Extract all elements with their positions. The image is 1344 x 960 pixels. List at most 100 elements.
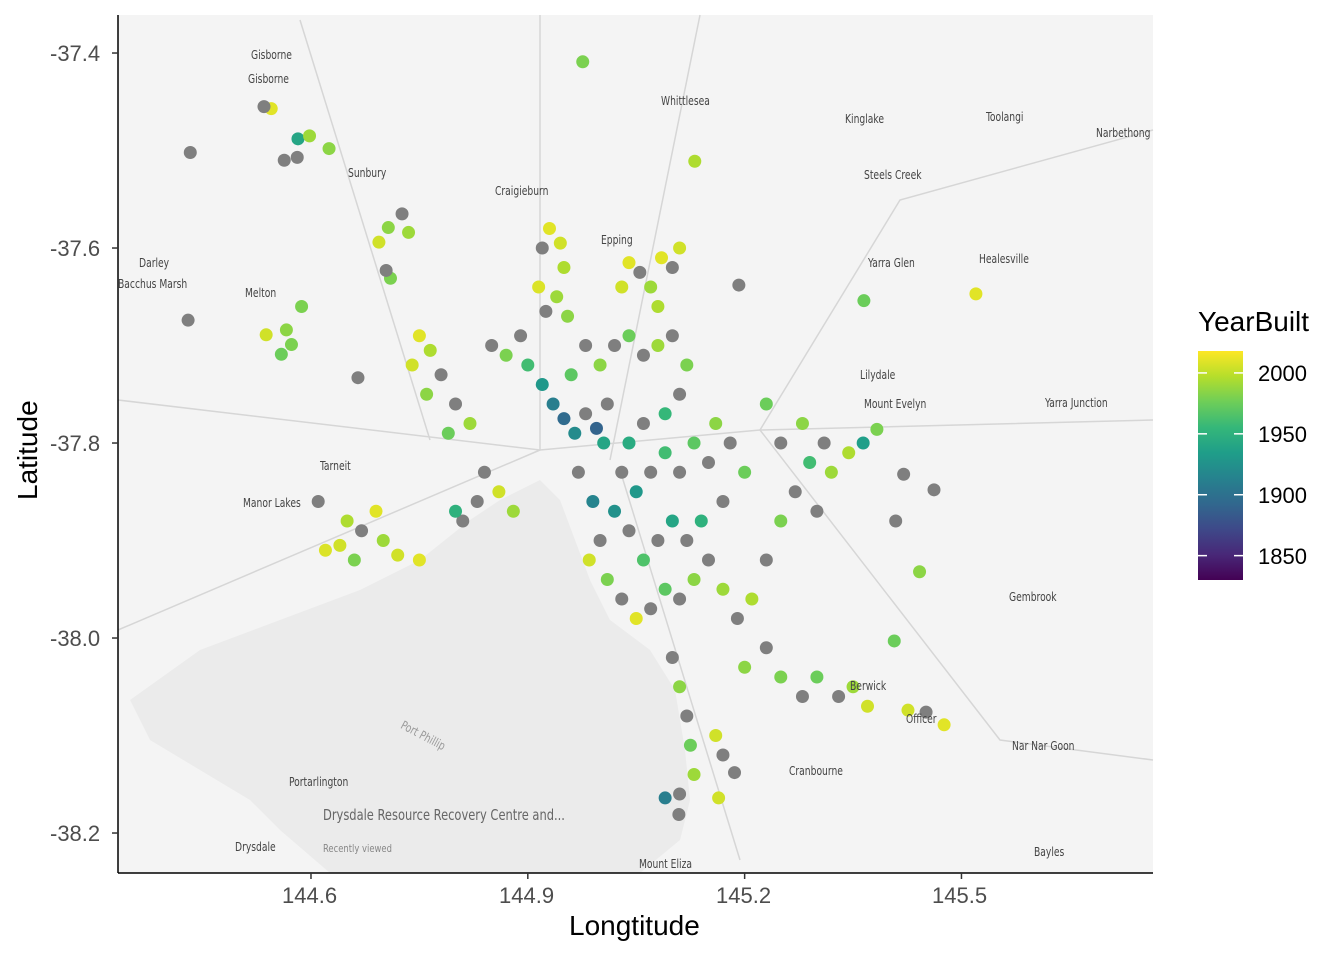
data-point xyxy=(532,280,546,294)
legend-label: 1950 xyxy=(1258,422,1307,447)
data-point xyxy=(810,670,824,684)
data-point xyxy=(688,154,702,168)
map-label: Kinglake xyxy=(845,112,884,126)
data-point xyxy=(636,553,650,567)
data-point xyxy=(423,343,437,357)
data-point xyxy=(571,465,585,479)
data-point xyxy=(347,553,361,567)
data-point xyxy=(449,504,463,518)
data-point xyxy=(514,329,528,343)
data-point xyxy=(277,153,291,167)
data-point xyxy=(622,436,636,450)
x-axis-title: Longtitude xyxy=(569,910,700,941)
data-point xyxy=(644,280,658,294)
data-point xyxy=(492,485,506,499)
map-label: Craigieburn xyxy=(495,184,549,198)
data-point xyxy=(651,339,665,353)
data-point xyxy=(600,573,614,587)
data-point xyxy=(745,592,759,606)
data-point xyxy=(521,358,535,372)
data-point xyxy=(919,705,933,719)
data-point xyxy=(597,436,611,450)
data-point xyxy=(622,524,636,538)
data-point xyxy=(284,338,298,352)
map-poi-sublabel: Recently viewed xyxy=(323,842,392,855)
map-label: Berwick xyxy=(850,679,887,693)
data-point xyxy=(887,634,901,648)
data-point xyxy=(318,543,332,557)
data-point xyxy=(716,495,730,509)
legend-label: 2000 xyxy=(1258,361,1307,386)
data-point xyxy=(405,358,419,372)
data-point xyxy=(369,504,383,518)
data-point xyxy=(322,142,336,156)
data-point xyxy=(738,660,752,674)
data-point xyxy=(680,358,694,372)
data-point xyxy=(810,504,824,518)
map-label: Whittlesea xyxy=(661,94,710,108)
data-point xyxy=(303,129,317,143)
data-point xyxy=(687,436,701,450)
legend-title: YearBuilt xyxy=(1198,306,1310,337)
data-point xyxy=(680,709,694,723)
data-point xyxy=(644,602,658,616)
map-label: Lilydale xyxy=(860,368,896,382)
data-point xyxy=(673,465,687,479)
data-point xyxy=(665,261,679,275)
data-point xyxy=(683,738,697,752)
data-point xyxy=(673,592,687,606)
data-point xyxy=(506,504,520,518)
data-point xyxy=(861,699,875,713)
map-label: Bayles xyxy=(1034,845,1065,859)
data-point xyxy=(333,538,347,552)
data-point xyxy=(546,397,560,411)
data-point xyxy=(568,426,582,440)
data-point xyxy=(728,766,742,780)
data-point xyxy=(463,417,477,431)
data-point xyxy=(615,280,629,294)
data-point xyxy=(655,251,669,265)
map-label: Darley xyxy=(139,256,170,270)
data-point xyxy=(470,495,484,509)
data-point xyxy=(535,241,549,255)
data-point xyxy=(901,703,915,717)
map-label: Nar Nar Goon xyxy=(1012,739,1075,753)
data-point xyxy=(889,514,903,528)
data-point xyxy=(857,294,871,308)
data-point xyxy=(441,426,455,440)
data-point xyxy=(870,422,884,436)
data-point xyxy=(673,387,687,401)
data-point xyxy=(257,100,271,114)
data-point xyxy=(927,483,941,497)
data-point xyxy=(680,534,694,548)
data-point xyxy=(730,612,744,626)
data-point xyxy=(709,417,723,431)
data-point xyxy=(434,368,448,382)
data-point xyxy=(701,456,715,470)
data-point xyxy=(774,436,788,450)
data-point xyxy=(291,132,305,146)
data-point xyxy=(759,641,773,655)
data-point xyxy=(564,368,578,382)
map-label: Manor Lakes xyxy=(243,496,301,510)
data-point xyxy=(340,514,354,528)
data-point xyxy=(795,417,809,431)
data-point xyxy=(542,222,556,236)
data-point xyxy=(557,412,571,426)
y-axis-title: Latitude xyxy=(12,400,43,500)
data-point xyxy=(701,553,715,567)
data-point xyxy=(355,524,369,538)
y-tick-label: -37.4 xyxy=(50,41,101,66)
data-point xyxy=(774,514,788,528)
data-point xyxy=(803,456,817,470)
map-label: Gembrook xyxy=(1009,590,1057,604)
data-point xyxy=(449,397,463,411)
x-tick-label: 144.6 xyxy=(282,883,338,908)
map-label: Portarlington xyxy=(289,775,349,789)
legend-label: 1900 xyxy=(1258,483,1307,508)
data-points xyxy=(181,55,983,821)
data-point xyxy=(658,407,672,421)
data-point xyxy=(687,768,701,782)
data-point xyxy=(636,348,650,362)
data-point xyxy=(412,329,426,343)
